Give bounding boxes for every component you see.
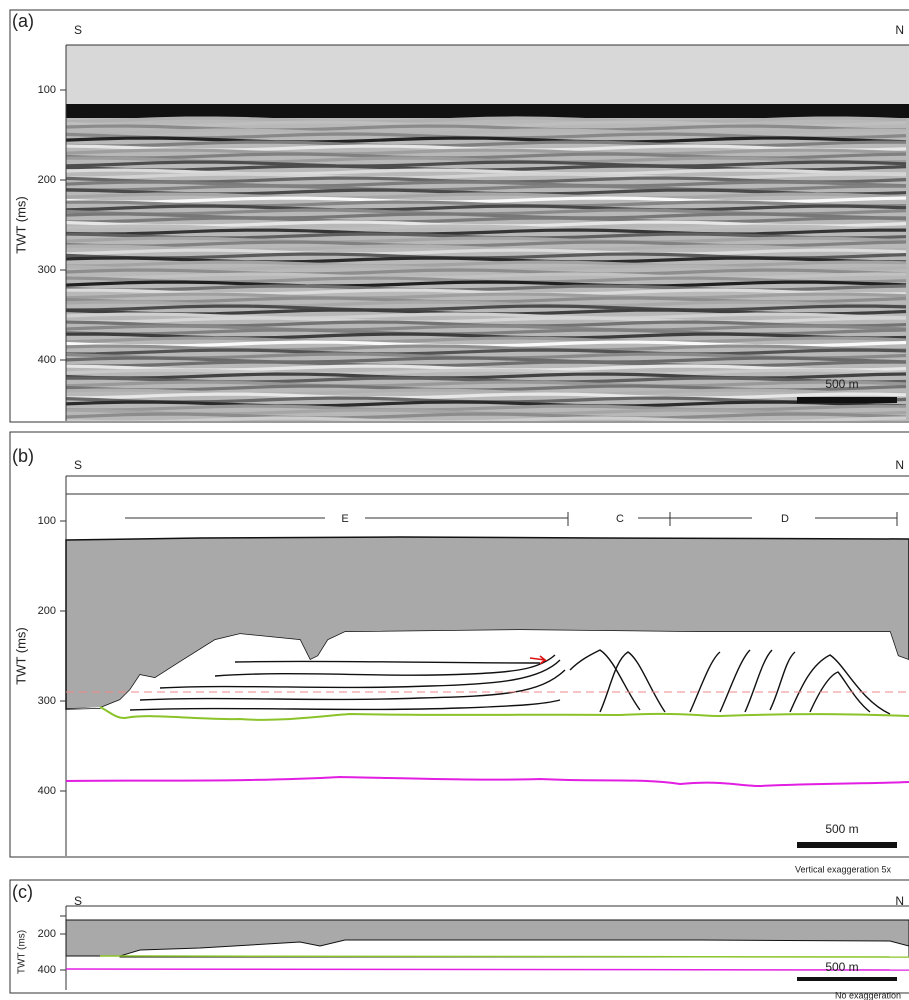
seafloor bbox=[66, 104, 909, 118]
direction-label: N bbox=[895, 894, 904, 908]
direction-label: S bbox=[74, 458, 82, 472]
direction-label: S bbox=[74, 23, 82, 37]
tick-label: 400 bbox=[38, 785, 56, 797]
note: Vertical exaggeration 5x bbox=[795, 864, 892, 874]
scale-label: 500 m bbox=[825, 377, 858, 391]
water-column bbox=[66, 45, 909, 105]
tick-label: 400 bbox=[38, 354, 56, 366]
axis-label: TWT (ms) bbox=[13, 627, 28, 685]
tick-label: 100 bbox=[38, 84, 56, 96]
horizon-green bbox=[100, 956, 909, 957]
direction-label: N bbox=[895, 458, 904, 472]
unit-label: E bbox=[341, 513, 348, 525]
scale-bar bbox=[797, 397, 897, 403]
direction-label: N bbox=[895, 23, 904, 37]
panel-label: (c) bbox=[12, 882, 33, 902]
scale-bar bbox=[797, 977, 897, 981]
page: (a) S N 100 200 300 400 TWT (ms) 500 m (b) S N 100 20… bbox=[0, 0, 909, 1000]
tick-label: 200 bbox=[38, 174, 56, 186]
unit-label: C bbox=[616, 513, 624, 525]
scale-bar bbox=[797, 842, 897, 848]
tick-label: 200 bbox=[38, 605, 56, 617]
direction-label: S bbox=[74, 894, 82, 908]
seismic-image bbox=[66, 45, 909, 422]
horizon-magenta bbox=[66, 969, 909, 970]
scale-label: 500 m bbox=[825, 960, 858, 974]
note: No exaggeration bbox=[835, 990, 901, 1000]
scale-label: 500 m bbox=[825, 822, 858, 836]
tick-label: 400 bbox=[38, 964, 56, 976]
panel-label: (b) bbox=[12, 446, 34, 466]
tick-label: 100 bbox=[38, 515, 56, 527]
tick-label: 300 bbox=[38, 695, 56, 707]
figure: (a) S N 100 200 300 400 TWT (ms) 500 m (b) S N 100 20… bbox=[0, 0, 909, 1000]
horizon-magenta bbox=[66, 777, 909, 786]
panel-label: (a) bbox=[12, 11, 34, 31]
tick-label: 200 bbox=[38, 928, 56, 940]
unit-label: D bbox=[781, 513, 789, 525]
axis-label: TWT (ms) bbox=[13, 196, 28, 254]
tick-label: 300 bbox=[38, 264, 56, 276]
axis-label: TWT (ms) bbox=[17, 930, 28, 974]
